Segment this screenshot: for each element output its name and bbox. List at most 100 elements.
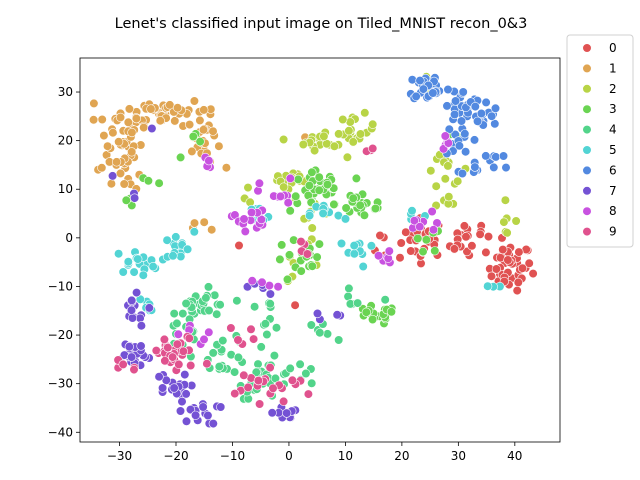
legend-label-6: 6 (609, 163, 617, 177)
point-class-0 (234, 240, 244, 251)
point-class-0 (467, 241, 477, 251)
point-class-7 (312, 308, 323, 319)
point-class-3 (355, 200, 365, 210)
point-class-7 (158, 383, 168, 393)
point-class-2 (338, 114, 348, 125)
point-class-3 (121, 195, 131, 205)
point-class-6 (490, 103, 501, 113)
axes-frame (79, 57, 561, 443)
point-class-3 (351, 173, 362, 183)
point-class-3 (421, 235, 432, 245)
point-class-2 (319, 131, 329, 141)
legend-marker-3 (582, 104, 592, 114)
point-class-3 (188, 131, 198, 142)
point-class-1 (207, 225, 217, 235)
point-class-4 (215, 300, 225, 310)
point-class-9 (246, 324, 256, 334)
legend-marker-6 (582, 165, 592, 175)
point-class-4 (306, 320, 316, 330)
point-class-3 (413, 233, 423, 244)
point-class-6 (498, 151, 509, 161)
point-class-2 (334, 129, 344, 139)
legend-box (566, 34, 634, 248)
point-class-1 (115, 112, 126, 122)
point-class-3 (277, 240, 287, 250)
point-class-5 (118, 267, 128, 277)
point-class-9 (160, 356, 170, 366)
point-class-2 (431, 181, 441, 191)
point-class-4 (307, 378, 317, 388)
point-class-1 (97, 163, 107, 173)
point-class-2 (298, 139, 308, 150)
point-class-6 (443, 84, 453, 95)
point-class-5 (113, 249, 124, 259)
point-class-0 (491, 264, 502, 274)
point-class-1 (198, 125, 209, 135)
point-class-2 (344, 126, 354, 136)
point-class-5 (171, 232, 181, 242)
point-class-6 (476, 108, 487, 119)
y-tick-label: 0 (65, 231, 73, 245)
point-class-6 (407, 75, 417, 85)
point-class-0 (498, 245, 508, 255)
point-class-0 (406, 246, 416, 256)
point-class-5 (358, 261, 368, 272)
x-tick-label: −30 (107, 449, 132, 463)
point-class-9 (129, 365, 139, 375)
point-class-3 (418, 247, 428, 257)
point-class-3 (386, 307, 397, 317)
point-class-9 (159, 334, 169, 345)
point-class-4 (218, 336, 228, 346)
x-tick-label: 20 (394, 449, 409, 463)
point-class-4 (322, 329, 333, 339)
point-class-3 (304, 181, 315, 191)
point-class-9 (249, 334, 259, 344)
point-class-8 (427, 206, 437, 217)
point-class-2 (440, 174, 450, 184)
point-class-5 (183, 244, 193, 254)
point-class-3 (291, 191, 301, 201)
point-class-7 (127, 295, 137, 306)
point-class-9 (226, 323, 236, 333)
point-class-9 (368, 143, 378, 154)
point-class-1 (124, 104, 134, 114)
point-class-7 (177, 397, 187, 407)
point-class-2 (342, 152, 353, 162)
point-class-9 (239, 370, 249, 380)
point-class-8 (275, 191, 286, 201)
point-class-3 (195, 137, 205, 147)
point-class-4 (250, 302, 260, 312)
y-tick-label: −30 (48, 377, 73, 391)
legend-label-7: 7 (609, 184, 617, 198)
point-class-9 (151, 346, 161, 356)
point-class-7 (208, 419, 218, 429)
point-class-0 (517, 263, 528, 273)
point-class-4 (232, 296, 242, 306)
point-class-6 (428, 88, 438, 98)
point-class-6 (460, 129, 470, 139)
point-class-5 (168, 251, 178, 261)
point-class-5 (189, 227, 199, 237)
point-class-3 (368, 314, 378, 325)
point-class-8 (428, 225, 439, 235)
point-class-4 (201, 293, 211, 303)
point-class-8 (173, 329, 183, 339)
point-class-8 (247, 276, 257, 286)
point-class-7 (127, 352, 137, 362)
point-class-8 (415, 222, 425, 232)
point-class-5 (340, 214, 351, 224)
point-class-6 (481, 151, 491, 161)
x-tick-label: 0 (285, 449, 293, 463)
point-class-9 (172, 339, 182, 349)
point-class-8 (283, 198, 293, 208)
point-class-8 (256, 214, 267, 225)
point-class-8 (240, 226, 250, 236)
legend-label-0: 0 (609, 41, 617, 55)
point-class-2 (443, 161, 453, 171)
point-class-7 (265, 289, 276, 299)
point-class-1 (170, 116, 180, 126)
point-class-3 (143, 176, 153, 186)
point-class-3 (154, 178, 164, 188)
point-class-7 (191, 410, 201, 420)
